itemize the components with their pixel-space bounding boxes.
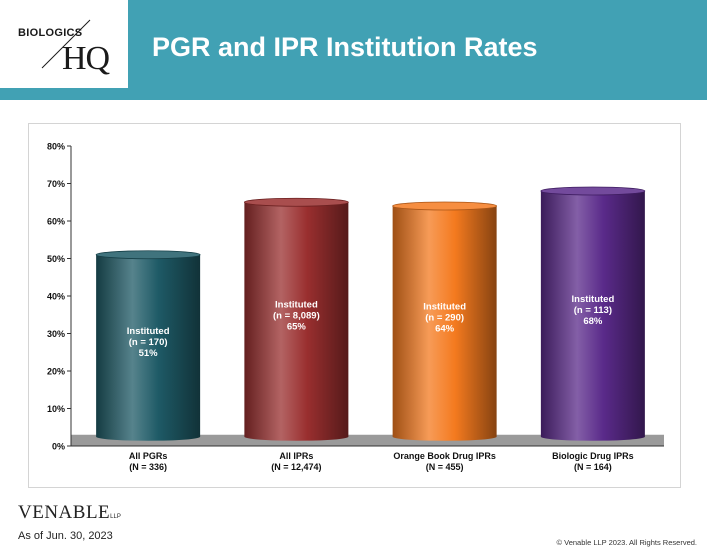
bar-data-label: (n = 8,089) xyxy=(273,311,320,322)
x-category-label: (N = 455) xyxy=(426,462,464,472)
bar xyxy=(392,206,497,437)
bar-data-label: 64% xyxy=(435,323,455,334)
y-tick-label: 40% xyxy=(47,292,65,302)
logo-hq-text: HQ xyxy=(62,40,110,77)
bar xyxy=(244,202,349,437)
x-category-label: (N = 164) xyxy=(574,462,612,472)
bar-base xyxy=(540,432,645,441)
x-category-label: All PGRs xyxy=(129,451,168,461)
bar-base xyxy=(96,432,201,441)
bar-data-label: Instituted xyxy=(572,294,615,305)
x-category-label: (N = 336) xyxy=(129,462,167,472)
bar-data-label: (n = 113) xyxy=(574,305,612,316)
chart-area: 0% 10% 20% 30% 40% 50% 60% 70% 80% Instituted (n =… xyxy=(28,123,681,488)
bar-data-label: Instituted xyxy=(127,326,170,337)
x-category-label: Biologic Drug IPRs xyxy=(552,451,634,461)
bar xyxy=(96,254,201,437)
y-tick-label: 60% xyxy=(47,217,65,227)
y-tick-label: 80% xyxy=(47,142,65,152)
x-category-label: Orange Book Drug IPRs xyxy=(393,451,496,461)
page-title: PGR and IPR Institution Rates xyxy=(152,32,538,62)
y-tick-label: 10% xyxy=(47,404,65,414)
as-of-date: As of Jun. 30, 2023 xyxy=(18,530,113,542)
bar-base xyxy=(244,432,349,441)
bar xyxy=(540,191,645,437)
bar-base xyxy=(392,432,497,441)
header-banner: BIOLOGICS HQ PGR and IPR Institution Rat… xyxy=(0,0,707,100)
bar-top xyxy=(243,197,349,207)
venable-logo-suffix: LLP xyxy=(110,514,121,520)
venable-logo: VENABLELLP xyxy=(18,502,121,524)
logo-biologics-text: BIOLOGICS xyxy=(18,27,83,39)
bar-data-label: 51% xyxy=(139,348,159,359)
bar-top xyxy=(95,250,201,260)
y-tick-label: 70% xyxy=(47,179,65,189)
logo-slash-icon xyxy=(41,19,91,69)
y-tick-label: 50% xyxy=(47,254,65,264)
bar-top xyxy=(392,201,498,211)
copyright-notice: © Venable LLP 2023. All Rights Reserved. xyxy=(556,538,697,547)
biologics-hq-logo: BIOLOGICS HQ xyxy=(0,0,128,88)
bar-data-label: 65% xyxy=(287,322,307,333)
bar-chart: 0%10%20%30%40%50%60%70%80%Instituted(n =… xyxy=(47,142,664,472)
bar-data-label: (n = 170) xyxy=(129,337,168,348)
venable-logo-text: VENABLE xyxy=(18,502,111,523)
bar-data-label: Instituted xyxy=(275,300,318,311)
x-category-label: (N = 12,474) xyxy=(271,462,321,472)
y-tick-label: 0% xyxy=(52,442,65,452)
chart-floor xyxy=(71,434,664,446)
y-tick-label: 30% xyxy=(47,329,65,339)
bar-top xyxy=(540,186,646,196)
bar-data-label: (n = 290) xyxy=(425,312,464,323)
bar-data-label: 68% xyxy=(583,316,603,327)
x-category-label: All IPRs xyxy=(279,451,313,461)
y-tick-label: 20% xyxy=(47,367,65,377)
bar-data-label: Instituted xyxy=(423,301,466,312)
